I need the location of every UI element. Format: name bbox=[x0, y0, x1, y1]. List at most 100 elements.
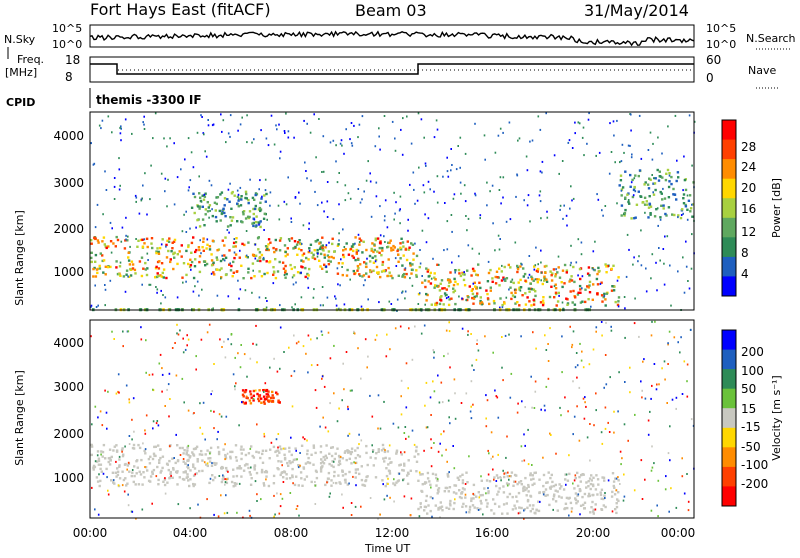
heatmap-cell bbox=[374, 237, 377, 240]
heatmap-cell bbox=[264, 245, 268, 248]
heatmap-cell bbox=[346, 268, 349, 272]
heatmap-cell bbox=[365, 272, 368, 275]
heatmap-cell bbox=[206, 201, 209, 204]
heatmap-cell bbox=[104, 284, 106, 286]
heatmap-cell bbox=[436, 263, 439, 266]
heatmap-cell bbox=[354, 468, 358, 471]
heatmap-cell bbox=[550, 434, 552, 436]
heatmap-cell bbox=[345, 242, 348, 245]
heatmap-cell bbox=[463, 184, 466, 187]
heatmap-cell bbox=[434, 284, 437, 287]
heatmap-cell bbox=[613, 486, 616, 489]
heatmap-cell bbox=[248, 509, 251, 512]
heatmap-cell bbox=[569, 278, 572, 281]
heatmap-cell bbox=[591, 298, 594, 301]
heatmap-cell bbox=[519, 480, 523, 483]
heatmap-cell bbox=[192, 166, 195, 169]
heatmap-cell bbox=[156, 291, 158, 294]
heatmap-cell bbox=[321, 244, 324, 247]
heatmap-cell bbox=[196, 458, 199, 461]
heatmap-cell bbox=[642, 201, 645, 204]
heatmap-cell bbox=[432, 380, 434, 383]
heatmap-cell bbox=[603, 479, 606, 482]
heatmap-cell bbox=[163, 137, 165, 140]
heatmap-cell bbox=[528, 273, 531, 276]
heatmap-cell bbox=[255, 343, 258, 346]
velocity-cbar-ticks: 200 100 50 15 -15 -50 -100 -200 bbox=[741, 345, 768, 491]
heatmap-cell bbox=[361, 251, 364, 254]
heatmap-cell bbox=[297, 464, 300, 467]
heatmap-cell bbox=[567, 410, 569, 413]
heatmap-cell bbox=[223, 197, 227, 200]
heatmap-cell bbox=[485, 498, 488, 502]
heatmap-cell bbox=[584, 300, 587, 304]
heatmap-cell bbox=[305, 170, 307, 172]
heatmap-cell bbox=[314, 240, 317, 243]
heatmap-cell bbox=[354, 471, 358, 474]
heatmap-cell bbox=[97, 241, 100, 244]
heatmap-cell bbox=[454, 484, 458, 487]
heatmap-cell bbox=[515, 195, 517, 198]
heatmap-cell bbox=[634, 297, 636, 300]
heatmap-cell bbox=[553, 154, 556, 157]
heatmap-cell bbox=[178, 446, 182, 450]
heatmap-cell bbox=[527, 485, 530, 488]
heatmap-cell bbox=[572, 482, 574, 485]
heatmap-cell bbox=[223, 512, 226, 515]
heatmap-cell bbox=[687, 509, 690, 512]
heatmap-cell bbox=[284, 254, 287, 258]
heatmap-cell bbox=[445, 448, 447, 451]
heatmap-cell bbox=[245, 254, 248, 257]
heatmap-cell bbox=[142, 184, 144, 187]
heatmap-cell bbox=[314, 389, 317, 392]
heatmap-cell bbox=[252, 224, 255, 228]
heatmap-cell bbox=[424, 285, 427, 289]
heatmap-cell bbox=[591, 267, 594, 270]
heatmap-cell bbox=[582, 503, 585, 507]
heatmap-cell bbox=[400, 453, 403, 456]
heatmap-cell bbox=[493, 502, 497, 506]
heatmap-cell bbox=[96, 454, 99, 457]
heatmap-cell bbox=[592, 283, 595, 286]
heatmap-cell bbox=[506, 435, 508, 438]
heatmap-cell bbox=[687, 500, 690, 503]
heatmap-cell bbox=[349, 452, 353, 456]
heatmap-cell bbox=[638, 255, 640, 258]
heatmap-cell bbox=[525, 494, 528, 497]
heatmap-cell bbox=[131, 267, 135, 270]
heatmap-cell bbox=[630, 181, 633, 184]
heatmap-cell bbox=[161, 373, 164, 376]
heatmap-cell bbox=[564, 473, 567, 476]
heatmap-cell bbox=[202, 198, 206, 201]
heatmap-cell bbox=[550, 279, 554, 282]
heatmap-cell bbox=[260, 397, 263, 400]
heatmap-cell bbox=[409, 277, 411, 280]
heatmap-cell bbox=[549, 327, 551, 330]
heatmap-cell bbox=[489, 268, 492, 272]
heatmap-cell bbox=[182, 351, 185, 354]
heatmap-cell bbox=[421, 275, 423, 277]
heatmap-cell bbox=[226, 452, 229, 455]
heatmap-cell bbox=[366, 366, 368, 369]
heatmap-cell bbox=[143, 476, 146, 479]
heatmap-cell bbox=[192, 454, 196, 457]
heatmap-cell bbox=[592, 484, 595, 488]
heatmap-cell bbox=[265, 469, 268, 473]
heatmap-cell bbox=[330, 464, 333, 467]
heatmap-cell bbox=[587, 485, 590, 488]
heatmap-cell bbox=[564, 478, 567, 481]
heatmap-cell bbox=[275, 438, 278, 441]
heatmap-cell bbox=[670, 487, 672, 490]
heatmap-cell bbox=[532, 303, 536, 306]
heatmap-cell bbox=[215, 202, 218, 206]
heatmap-cell bbox=[461, 505, 464, 508]
heatmap-cell bbox=[677, 214, 680, 217]
heatmap-cell bbox=[571, 199, 573, 202]
heatmap-cell bbox=[424, 162, 427, 165]
heatmap-cell bbox=[223, 340, 225, 343]
heatmap-cell bbox=[688, 194, 692, 197]
heatmap-cell bbox=[191, 451, 194, 454]
heatmap-cell bbox=[374, 238, 377, 242]
heatmap-cell bbox=[176, 253, 179, 256]
nsky-tick-bottom: 10^0 bbox=[52, 38, 82, 51]
